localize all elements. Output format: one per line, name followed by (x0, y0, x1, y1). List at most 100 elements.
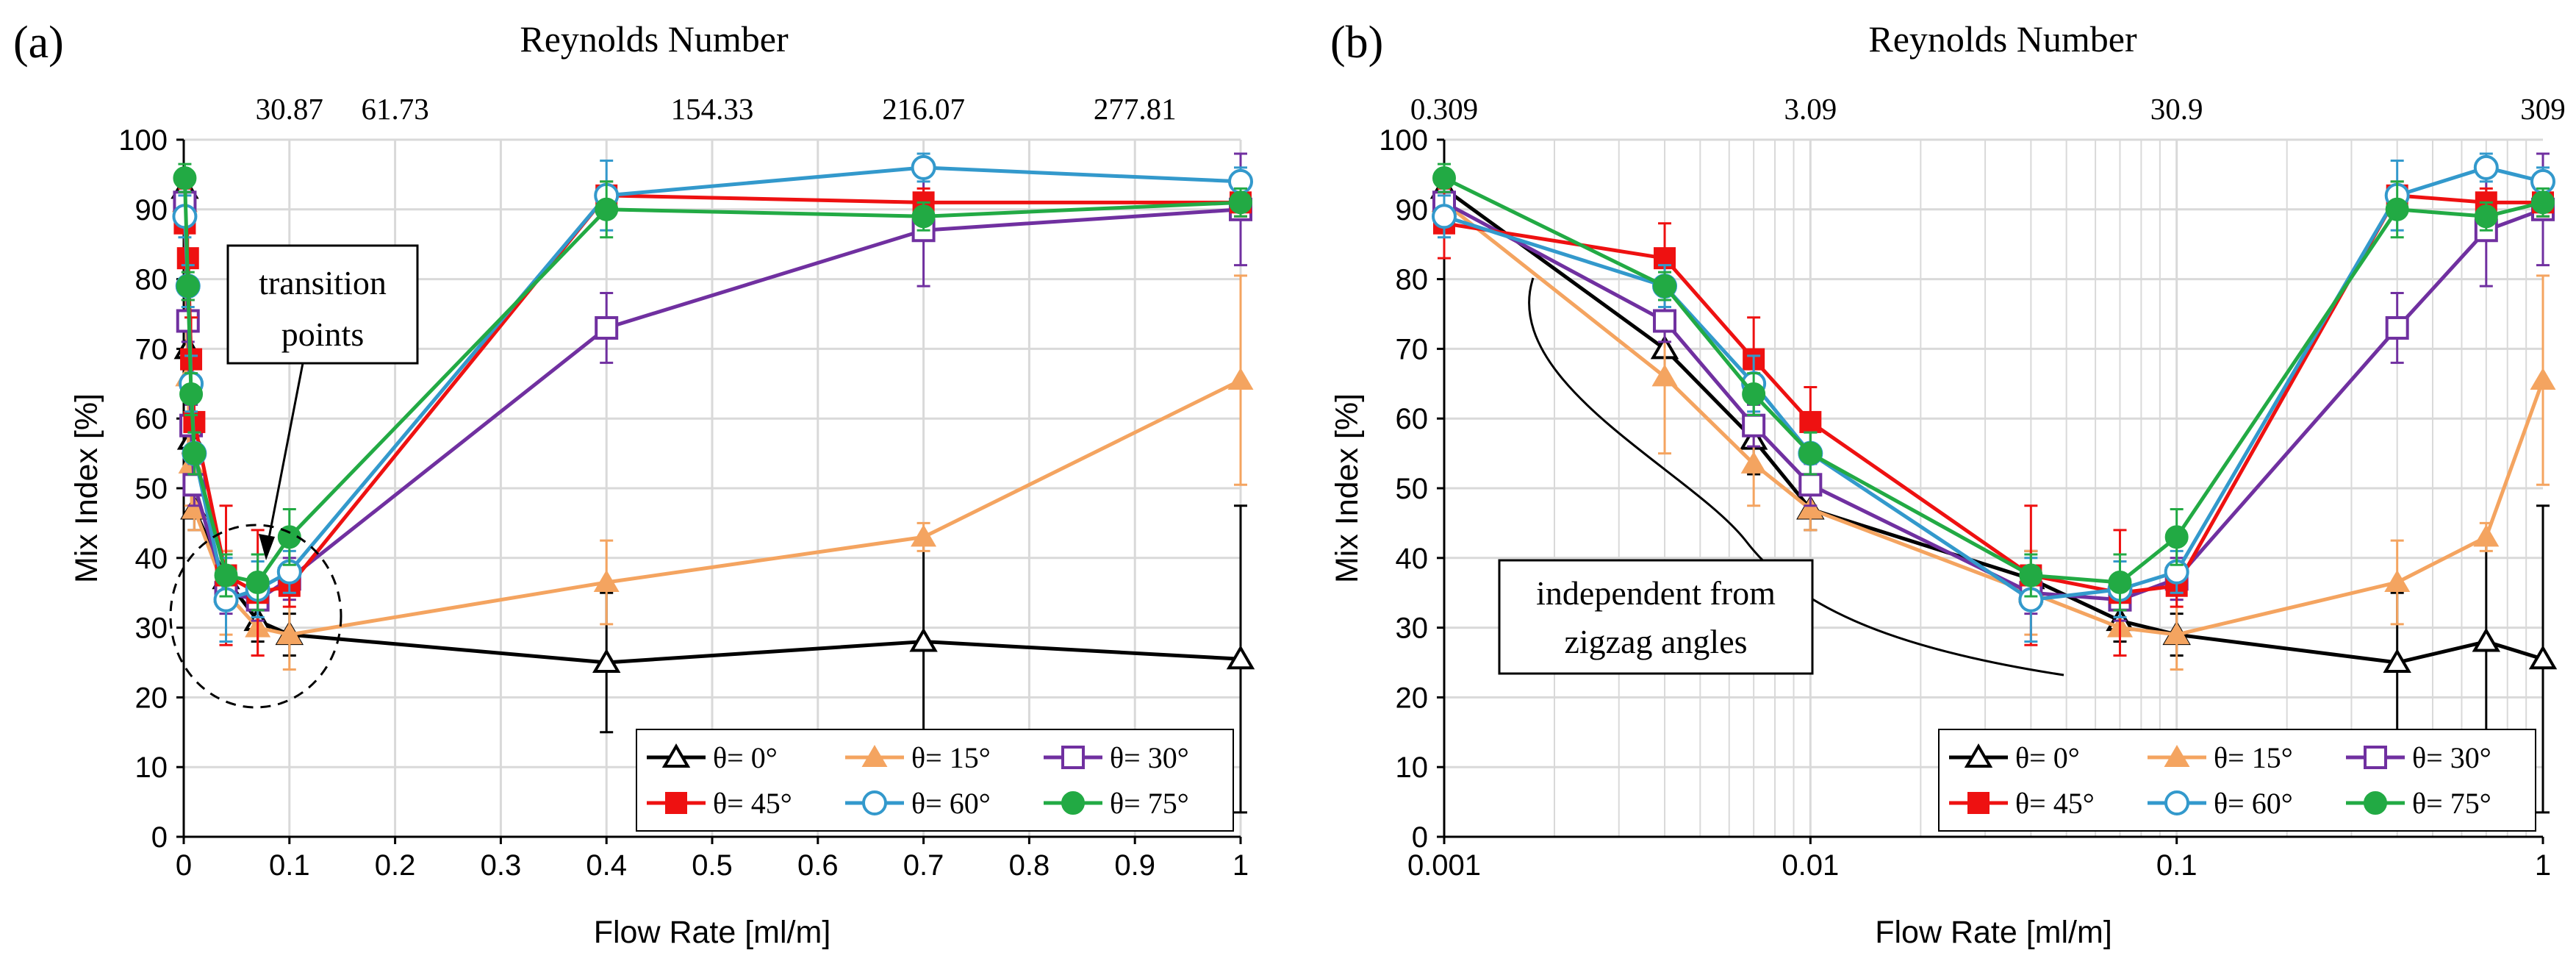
annotation-text: transition (259, 264, 387, 301)
legend-item-0: θ= 0° (647, 741, 778, 774)
legend-marker (2364, 791, 2387, 815)
annotation-bracket (1528, 277, 2064, 676)
series-5 (1432, 163, 2555, 612)
x-tick-label: 0.5 (692, 849, 733, 882)
series-line (182, 178, 1241, 585)
legend-box (1938, 729, 2536, 832)
y-tick-label: 70 (135, 333, 168, 365)
x-tick-label: 1 (2535, 849, 2551, 882)
annotation-arrowhead (259, 534, 275, 560)
legend-marker (2164, 790, 2189, 815)
x-tick-label: 0.8 (1009, 849, 1050, 882)
x-tick-label: 0.2 (375, 849, 416, 882)
y-tick-label: 30 (135, 613, 168, 645)
top-axis-tick-label: 3.09 (1784, 92, 1837, 126)
legend: θ= 0° θ= 15° θ= 30° θ= 45° θ= 60° θ= 75° (1938, 729, 2536, 832)
legend-marker (2164, 745, 2190, 767)
annotation-box (226, 244, 419, 365)
transition-circle (169, 524, 342, 709)
series-line (1443, 165, 2544, 602)
legend-label: θ= 45° (713, 787, 792, 820)
y-tick-label: 10 (135, 751, 168, 784)
data-point (2384, 569, 2411, 592)
y-tick-label: 70 (1396, 333, 1429, 365)
y-tick-label: 40 (1396, 543, 1429, 575)
x-axis-title: Flow Rate [ml/m] (594, 915, 831, 950)
x-tick-label: 0.7 (903, 849, 944, 882)
data-point (173, 166, 197, 190)
y-axis-title: Mix Index [%] (69, 393, 104, 583)
series-line (1443, 201, 2544, 602)
y-tick-label: 100 (118, 124, 168, 157)
legend-label: θ= 0° (713, 741, 778, 774)
data-point (595, 315, 619, 340)
legend-item-3: θ= 45° (647, 787, 792, 820)
panel-label: (a) (13, 18, 64, 68)
annotation-text: points (281, 315, 364, 353)
data-point (2473, 524, 2500, 547)
x-tick-label: 0.3 (481, 849, 522, 882)
data-point (2019, 563, 2043, 588)
legend-label: θ= 30° (1110, 741, 1189, 774)
top-axis-tick-label: 30.87 (256, 92, 323, 126)
data-point (909, 627, 938, 652)
data-point (1653, 274, 1677, 299)
legend-marker (2364, 746, 2387, 769)
series-line (1443, 193, 2543, 595)
series-line (1443, 187, 2544, 665)
legend-label: θ= 45° (2015, 787, 2095, 820)
y-tick-label: 80 (135, 264, 168, 296)
annotation-arrow-line (265, 363, 304, 554)
series-line (1443, 201, 2545, 637)
legend-item-4: θ= 60° (2148, 787, 2293, 820)
y-tick-label: 60 (135, 403, 168, 435)
legend-marker (861, 745, 888, 767)
data-point (1432, 166, 1456, 190)
annotation-box (1498, 559, 1814, 675)
legend-marker (1964, 743, 1993, 768)
top-axis-tick-label: 309 (2520, 92, 2566, 126)
legend-label: θ= 60° (911, 787, 991, 820)
x-tick-label: 0.01 (1782, 849, 1839, 882)
legend-marker (1061, 791, 1085, 815)
data-point (1799, 410, 1822, 433)
y-tick-label: 60 (1396, 403, 1429, 435)
top-axis-title: Reynolds Number (1868, 18, 2137, 60)
y-tick-label: 100 (1379, 124, 1428, 157)
series-5 (173, 163, 1252, 612)
legend-item-0: θ= 0° (1949, 741, 2080, 774)
data-point (276, 622, 303, 645)
y-tick-label: 80 (1396, 264, 1429, 296)
legend-label: θ= 30° (2412, 741, 2491, 774)
data-point (2473, 154, 2499, 180)
legend-box (636, 729, 1234, 832)
data-point (2474, 204, 2498, 229)
data-point (595, 197, 619, 221)
x-tick-label: 0.6 (797, 849, 839, 882)
legend-label: θ= 15° (911, 741, 991, 774)
legend-marker (661, 743, 691, 768)
y-tick-label: 50 (135, 473, 168, 505)
y-tick-label: 40 (135, 543, 168, 575)
x-tick-label: 0.1 (2156, 849, 2198, 882)
legend-label: θ= 75° (1110, 787, 1189, 820)
data-point (592, 649, 621, 673)
data-point (2385, 315, 2409, 340)
legend-item-2: θ= 30° (1044, 741, 1189, 774)
top-axis-tick-label: 154.33 (671, 92, 754, 126)
data-point (2531, 190, 2555, 215)
data-point (179, 382, 204, 407)
data-point (277, 525, 301, 549)
data-point (176, 274, 200, 299)
data-point (1742, 413, 1766, 438)
legend-marker (862, 790, 887, 815)
panel-label: (b) (1330, 18, 1383, 68)
legend-item-2: θ= 30° (2346, 741, 2491, 774)
data-point (593, 569, 620, 592)
data-point (1740, 451, 1767, 474)
y-tick-label: 30 (1396, 613, 1429, 645)
legend-label: θ= 0° (2015, 741, 2080, 774)
legend-item-1: θ= 15° (845, 741, 991, 774)
legend-marker (665, 792, 687, 814)
annotation: transition points (169, 244, 419, 709)
